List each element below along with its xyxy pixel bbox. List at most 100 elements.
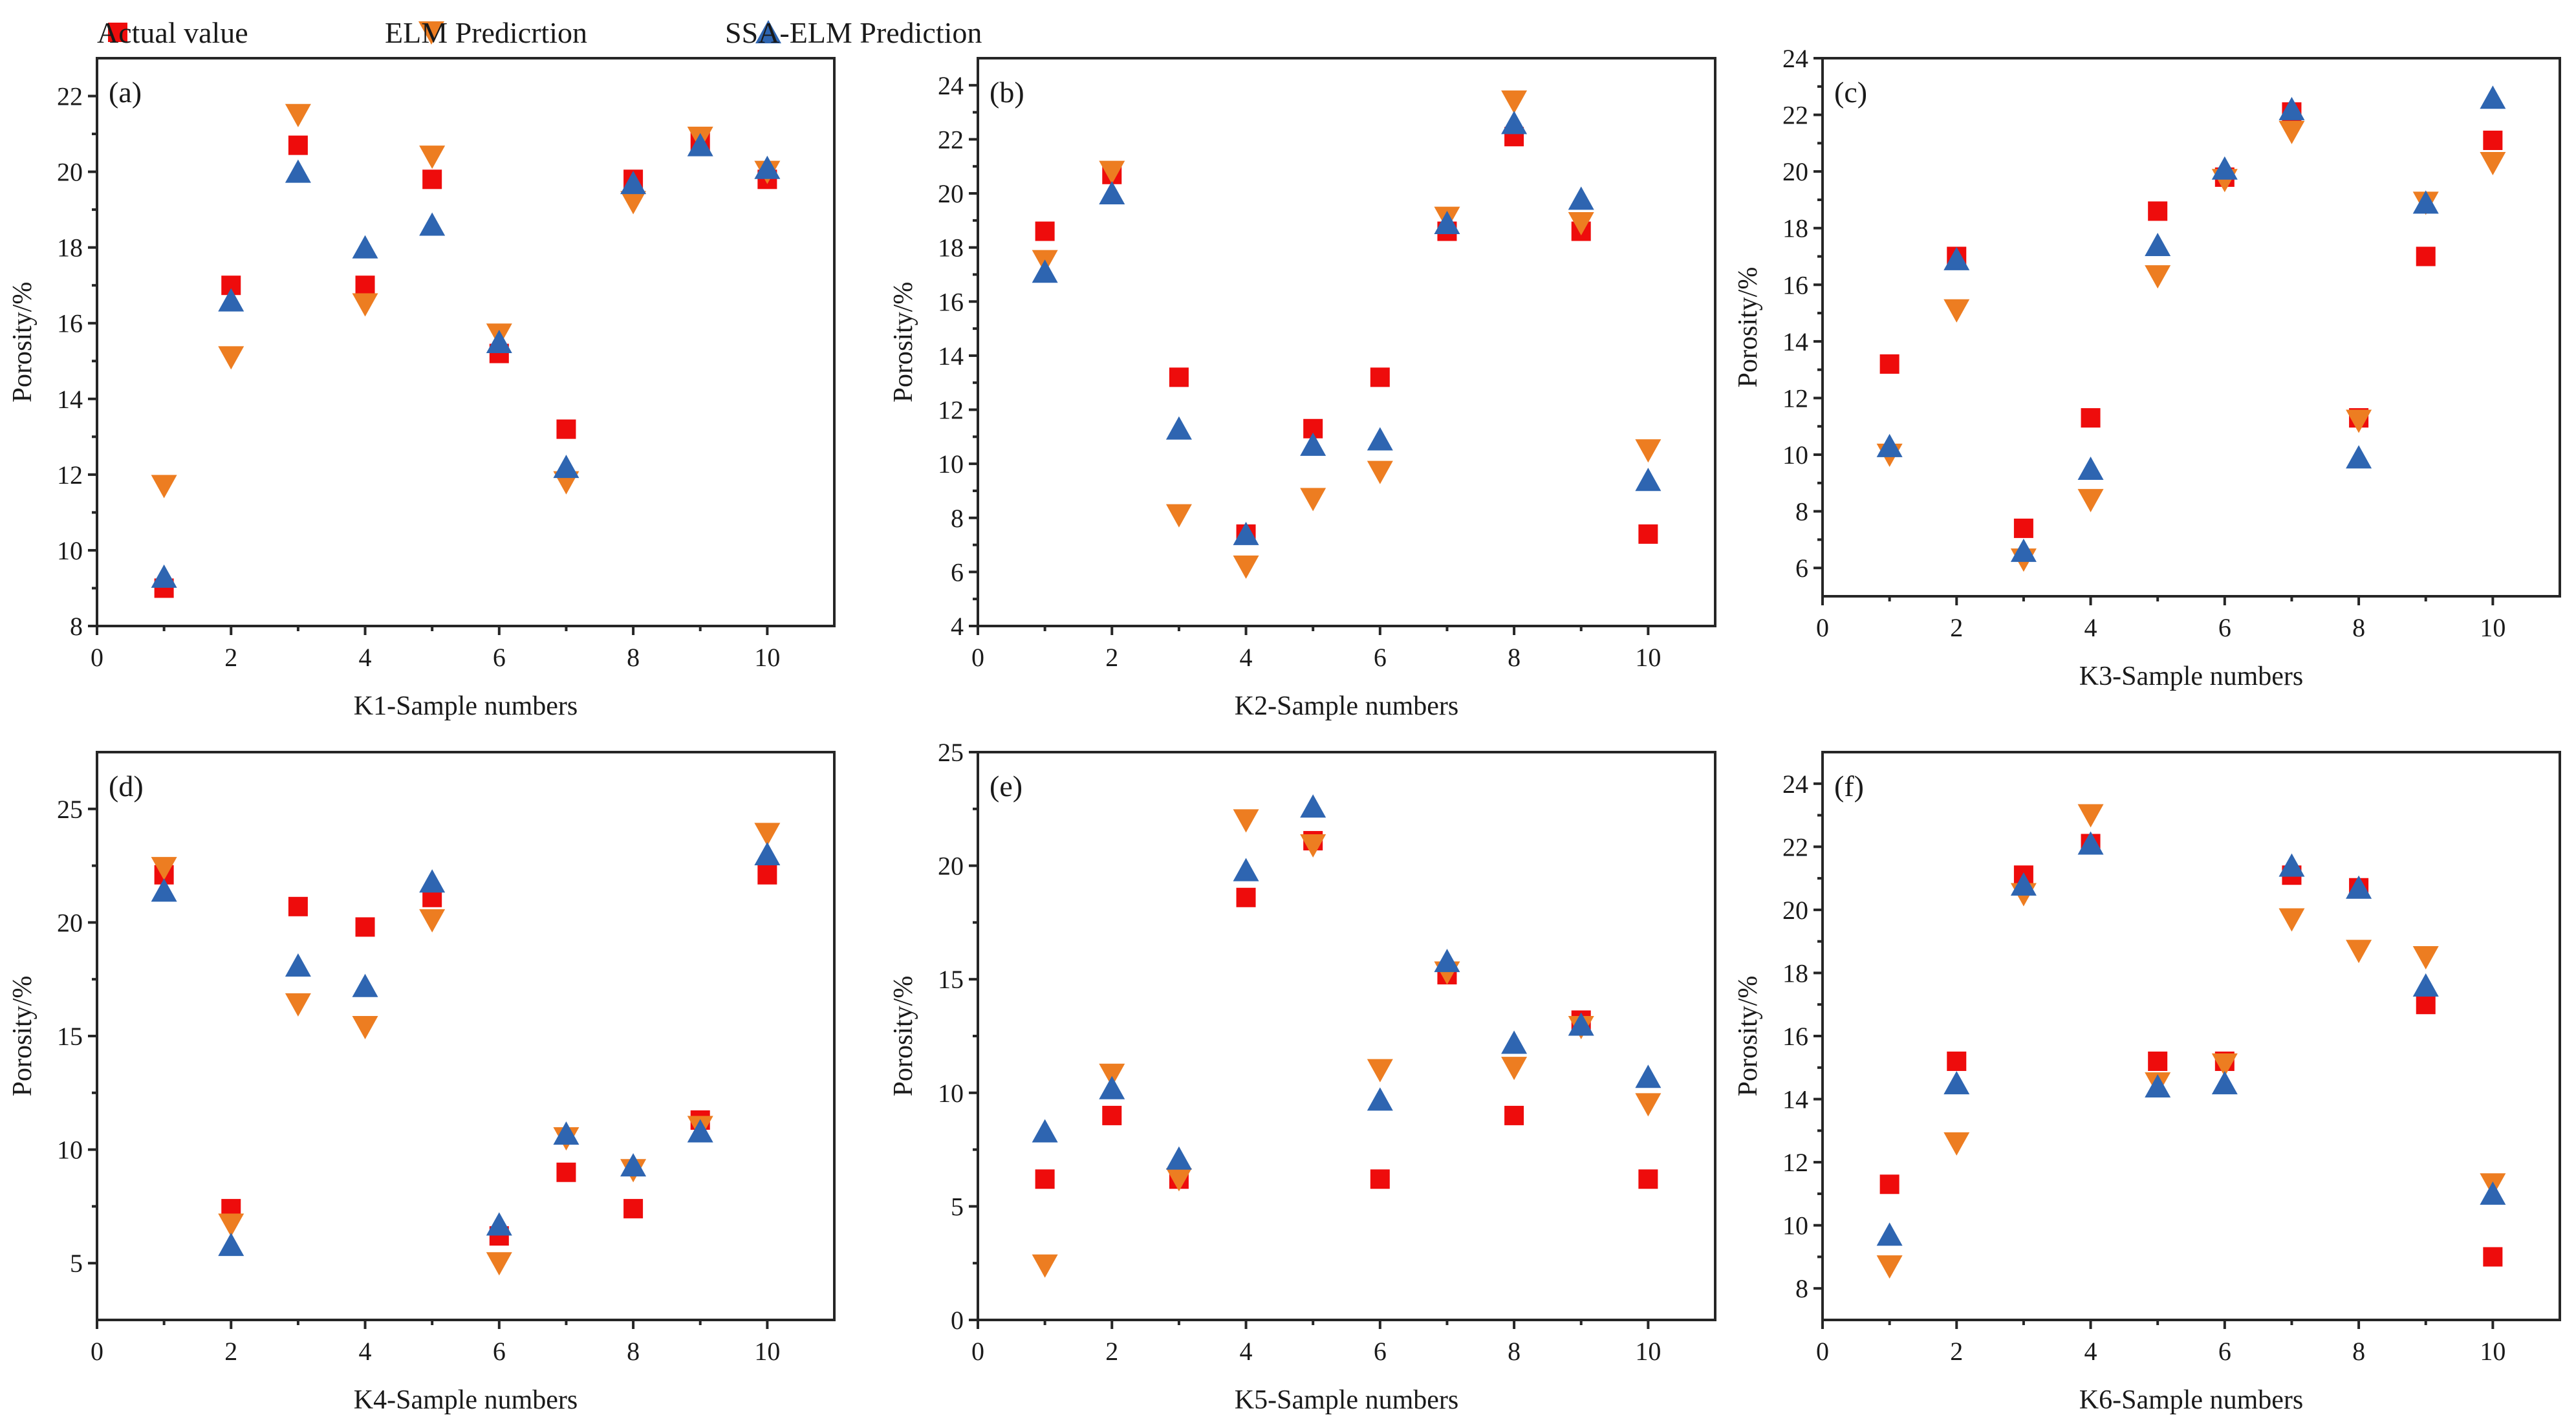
plot-frame [1821, 57, 2561, 598]
data-point [1300, 488, 1326, 512]
data-point [1568, 186, 1594, 210]
data-point [151, 878, 177, 902]
x-axis-label: K3-Sample numbers [2079, 662, 2303, 691]
y-tick-label: 24 [1782, 770, 1808, 799]
data-point [687, 133, 713, 157]
x-axis-label: K2-Sample numbers [1235, 691, 1458, 721]
y-tick-label: 4 [951, 612, 964, 641]
data-point [1099, 1075, 1125, 1099]
data-point [1876, 1222, 1903, 1246]
y-tick-label: 6 [951, 557, 964, 587]
data-point [419, 146, 446, 169]
x-tick-label: 4 [1240, 643, 1253, 672]
data-point [486, 1212, 512, 1236]
y-tick-label: 24 [1782, 44, 1808, 73]
y-tick-label: 14 [1782, 327, 1808, 356]
data-point [2081, 408, 2101, 428]
data-point [2077, 456, 2104, 480]
y-tick-label: 15 [938, 965, 964, 994]
series-ssa-elm-prediction [151, 133, 781, 588]
data-point [1233, 809, 1259, 833]
x-tick-label: 2 [224, 1337, 237, 1366]
x-tick-label: 2 [1950, 613, 1963, 642]
data-point [2077, 804, 2104, 828]
data-point [151, 564, 177, 588]
y-tick-label: 24 [938, 71, 964, 100]
data-point [1501, 1057, 1528, 1081]
data-point [1638, 1169, 1658, 1189]
data-point [1233, 556, 1259, 579]
data-point [2010, 538, 2037, 562]
chart-panel-1: 0 2 4 6 8 10 8 10 12 14 16 18 20 22 K1-Sample numbers P… [8, 57, 836, 721]
data-point [1501, 1030, 1528, 1054]
data-point [1165, 504, 1192, 528]
x-tick-label: 4 [2084, 1337, 2097, 1366]
x-tick-label: 2 [1950, 1337, 1963, 1366]
data-point [2346, 875, 2372, 899]
data-point [1300, 794, 1326, 818]
x-tick-label: 4 [359, 643, 372, 672]
x-tick-label: 8 [2352, 1337, 2365, 1366]
y-tick-label: 20 [57, 158, 83, 187]
x-tick-label: 8 [627, 1337, 640, 1366]
x-tick-label: 2 [224, 643, 237, 672]
data-point [218, 1213, 244, 1237]
series-elm-predicrtion [151, 823, 781, 1276]
data-point [1568, 1012, 1594, 1036]
data-point [1943, 1071, 1970, 1095]
y-tick-label: 16 [1782, 270, 1808, 299]
y-tick-label: 20 [1782, 896, 1808, 925]
x-tick-label: 6 [2218, 613, 2231, 642]
data-point [2346, 445, 2372, 469]
data-point [1300, 834, 1326, 858]
chart-panel-4: 0 2 4 6 8 10 5 10 15 20 25 K4-Sample numbers Porosit… [8, 751, 836, 1415]
x-tick-label: 0 [1816, 613, 1829, 642]
data-point [1876, 1255, 1903, 1279]
y-tick-label: 20 [1782, 157, 1808, 186]
data-point [1501, 90, 1528, 114]
y-tick-label: 16 [938, 287, 964, 316]
y-tick-label: 8 [70, 612, 83, 641]
panel-label: (c) [1834, 76, 1867, 109]
x-tick-label: 0 [1816, 1337, 1829, 1366]
y-tick-label: 14 [1782, 1085, 1808, 1114]
data-point [352, 293, 378, 317]
data-point [1300, 432, 1326, 456]
series-actual-value [1879, 834, 2503, 1267]
series-elm-predicrtion [1032, 90, 1661, 579]
legend-marker-1 [108, 23, 127, 42]
x-tick-label: 8 [1508, 643, 1521, 672]
panel-label: (e) [990, 770, 1023, 803]
data-point [218, 288, 244, 312]
data-point [285, 953, 311, 977]
data-point [1233, 521, 1259, 545]
x-axis-label: K6-Sample numbers [2079, 1385, 2303, 1415]
legend-label-3: SSA-ELM Prediction [725, 16, 982, 49]
x-tick-label: 2 [1105, 1337, 1118, 1366]
data-point [288, 896, 308, 916]
y-axis-label: Porosity/% [889, 976, 918, 1097]
y-tick-label: 10 [1782, 1211, 1808, 1240]
data-point [556, 419, 576, 439]
x-axis-label: K1-Sample numbers [354, 691, 578, 721]
x-tick-label: 6 [493, 1337, 506, 1366]
legend: Actual value ELM Predicrtion SSA-ELM Predi… [97, 16, 982, 49]
data-point [1635, 439, 1661, 463]
x-tick-label: 6 [1374, 643, 1387, 672]
series-elm-predicrtion [1032, 809, 1661, 1278]
y-tick-label: 10 [938, 1079, 964, 1108]
data-point [2013, 518, 2033, 538]
data-point [2211, 1053, 2238, 1077]
data-point [687, 1119, 713, 1143]
y-tick-label: 25 [938, 738, 964, 767]
data-point [1032, 259, 1058, 283]
x-axis-label: K5-Sample numbers [1235, 1385, 1458, 1415]
data-point [285, 159, 311, 183]
x-axis-label: K4-Sample numbers [354, 1385, 578, 1415]
data-point [1102, 1105, 1122, 1125]
y-axis-label: Porosity/% [1733, 976, 1763, 1097]
data-point [1635, 468, 1661, 492]
